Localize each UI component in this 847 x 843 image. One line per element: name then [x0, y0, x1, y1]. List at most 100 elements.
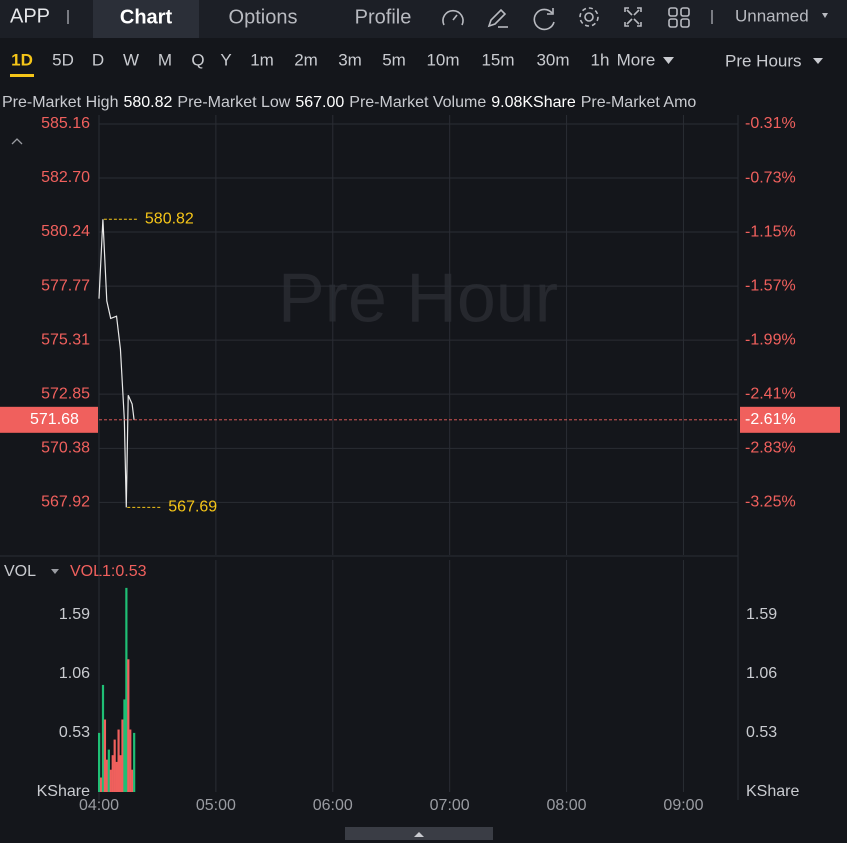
tab[interactable]: Chart: [120, 6, 173, 28]
watermark: Pre Hour: [278, 258, 558, 336]
session-select[interactable]: Pre Hours: [725, 51, 802, 70]
y2-tick-label: -1.57%: [745, 277, 796, 294]
dropdown-arrow: [813, 58, 823, 64]
info-value: 580.82: [123, 94, 172, 111]
last-change-tag: [740, 406, 840, 433]
y2-tick-label: -2.41%: [745, 385, 796, 402]
y2-tick-label: 0.53: [746, 724, 777, 741]
info-value: 9.08KShare: [491, 94, 576, 111]
volume-name[interactable]: VOL: [4, 563, 36, 580]
volume-bar: [125, 587, 128, 792]
draw-icon[interactable]: [487, 8, 508, 28]
y2-tick-label: -2.83%: [745, 439, 796, 456]
y-tick-label: 1.06: [59, 665, 90, 682]
timeframe[interactable]: 5m: [382, 50, 406, 69]
volume-bar: [127, 659, 130, 792]
timeframe[interactable]: M: [158, 50, 172, 69]
dropdown-arrow: [822, 13, 828, 18]
info-label: Pre-Market High: [2, 94, 118, 111]
y-tick-label: 0.53: [59, 724, 90, 741]
info-label: Pre-Market Amo: [581, 94, 697, 111]
timeframe[interactable]: 2m: [294, 50, 318, 69]
symbol[interactable]: APP: [10, 5, 50, 27]
info-label: Pre-Market Low: [177, 94, 290, 111]
y2-tick-label: -0.31%: [745, 115, 796, 132]
timeframe[interactable]: 5D: [52, 50, 74, 69]
y-tick-label: 582.70: [41, 169, 90, 186]
y-tick-label: 567.92: [41, 494, 90, 511]
info-value: 567.00: [295, 94, 344, 111]
y-tick-label: 572.85: [41, 385, 90, 402]
y2-tick-label: -0.73%: [745, 169, 796, 186]
y2-tick-label: 1.06: [746, 665, 777, 682]
layout-icon[interactable]: [668, 7, 690, 28]
low-annotation: 567.69: [168, 499, 217, 516]
x-tick-label: 08:00: [547, 797, 587, 814]
price-line: [98, 219, 135, 508]
collapse-icon[interactable]: [11, 138, 23, 145]
volume-bar: [101, 684, 105, 792]
volume-bar: [121, 719, 124, 792]
fullscreen-icon[interactable]: [624, 7, 642, 27]
indicator-icon[interactable]: [442, 9, 464, 26]
timeframe[interactable]: Q: [191, 50, 204, 69]
timeframe[interactable]: Y: [220, 50, 231, 69]
volume-bar: [129, 729, 132, 792]
timeframe[interactable]: D: [92, 50, 104, 69]
volume-bar: [103, 719, 107, 792]
timeframe[interactable]: 1h: [591, 50, 610, 69]
layout-name[interactable]: Unnamed: [735, 6, 809, 25]
timeframe[interactable]: More: [617, 50, 656, 69]
volume-unit: KShare: [37, 783, 90, 800]
x-tick-label: 04:00: [79, 797, 119, 814]
dropdown-arrow: [663, 57, 674, 64]
x-tick-label: 07:00: [430, 797, 470, 814]
x-tick-label: 06:00: [313, 797, 353, 814]
volume-bar: [98, 732, 101, 792]
volume-bar: [123, 699, 126, 792]
tab[interactable]: Options: [229, 6, 298, 28]
timeframe[interactable]: 1D: [11, 50, 33, 69]
volume-bar: [107, 749, 110, 792]
active-underline: [10, 74, 34, 77]
y-tick-label: 580.24: [41, 223, 90, 240]
active-tab-bg: [93, 0, 199, 38]
volume-bar: [109, 769, 112, 792]
volume-unit: KShare: [746, 783, 799, 800]
toolbar-icons: [442, 7, 690, 31]
info-label: Pre-Market Volume: [349, 94, 486, 111]
last-change: -2.61%: [745, 411, 796, 428]
settings-icon[interactable]: [579, 7, 599, 27]
timeframe[interactable]: 30m: [536, 50, 569, 69]
x-tick-label: 05:00: [196, 797, 236, 814]
scroll-arrow: [414, 832, 424, 837]
timeframe[interactable]: 15m: [481, 50, 514, 69]
y2-tick-label: -1.99%: [745, 331, 796, 348]
timeframe[interactable]: 10m: [426, 50, 459, 69]
volume-indicator: VOL1:0.53: [70, 563, 147, 580]
y2-tick-label: 1.59: [746, 606, 777, 623]
volume-bar: [99, 777, 103, 792]
volume-bar: [131, 769, 134, 792]
volume-bar: [113, 739, 116, 792]
volume-bar: [105, 759, 108, 792]
refresh-icon[interactable]: [533, 8, 555, 31]
y-tick-label: 585.16: [41, 115, 90, 132]
dropdown-arrow: [51, 569, 59, 574]
tab[interactable]: Profile: [355, 6, 412, 28]
y2-tick-label: -1.15%: [745, 223, 796, 240]
volume-bar: [117, 729, 120, 792]
last-price: 571.68: [30, 411, 79, 428]
volume-bar: [133, 732, 136, 792]
info-bar: Pre-Market High 580.82 Pre-Market Low 567.0…: [2, 94, 696, 111]
timeframe[interactable]: 3m: [338, 50, 362, 69]
volume-bar: [115, 761, 118, 792]
y-tick-label: 1.59: [59, 606, 90, 623]
timeframe[interactable]: 1m: [250, 50, 274, 69]
timeframe[interactable]: W: [123, 50, 139, 69]
y-tick-label: 570.38: [41, 440, 90, 457]
y-tick-label: 575.31: [41, 331, 90, 348]
volume-bar: [119, 755, 122, 792]
x-tick-label: 09:00: [663, 797, 703, 814]
